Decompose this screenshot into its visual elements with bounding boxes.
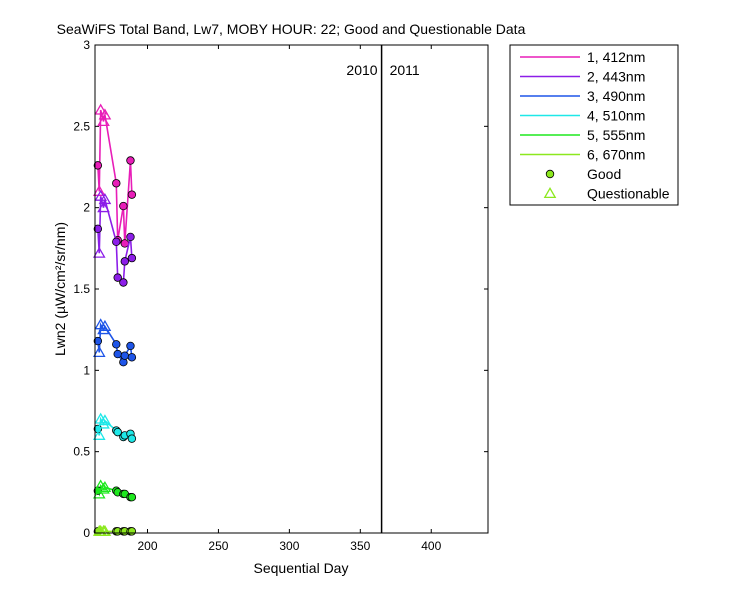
- y-tick-label: 1.5: [73, 282, 90, 296]
- legend-label: 6, 670nm: [587, 147, 645, 163]
- data-point-questionable: [97, 201, 110, 213]
- y-tick-label: 0.5: [73, 445, 90, 459]
- series-1: [92, 103, 137, 248]
- x-tick-label: 250: [208, 539, 228, 553]
- legend-label: Good: [587, 166, 621, 182]
- data-point-good: [119, 201, 128, 211]
- data-point-good: [126, 156, 135, 165]
- data-point-questionable: [94, 103, 107, 115]
- data-point-questionable: [98, 108, 112, 120]
- data-point-good: [93, 224, 103, 234]
- series-2: [92, 189, 137, 287]
- data-point-good: [112, 237, 121, 247]
- data-point-good: [120, 257, 129, 266]
- data-point-good: [120, 239, 129, 248]
- data-point-questionable: [98, 414, 112, 426]
- y-tick-label: 2: [83, 201, 90, 215]
- data-point-questionable: [92, 246, 106, 258]
- y-tick-label: 2.5: [73, 119, 90, 133]
- series-4: [92, 412, 137, 443]
- data-point-good: [112, 179, 121, 188]
- y-tick-label: 1: [83, 363, 90, 377]
- legend-questionable-marker: [543, 186, 557, 199]
- data-point-good: [93, 336, 103, 346]
- series-5: [92, 479, 137, 502]
- legend-good-marker: [545, 169, 555, 179]
- data-point-questionable: [92, 345, 106, 357]
- chart-title: SeaWiFS Total Band, Lw7, MOBY HOUR: 22; …: [57, 21, 526, 37]
- data-point-good: [119, 278, 128, 287]
- data-point-questionable: [98, 319, 112, 331]
- x-tick-label: 350: [350, 539, 370, 553]
- data-point-good: [112, 340, 121, 349]
- year-label-left: 2010: [346, 62, 377, 78]
- x-axis-label: Sequential Day: [254, 560, 349, 576]
- data-point-questionable: [98, 480, 112, 493]
- plot-frame: [94, 44, 489, 534]
- y-tick-label: 0: [83, 526, 90, 540]
- series-3: [92, 318, 137, 367]
- data-point-good: [113, 273, 122, 282]
- data-point-questionable: [94, 189, 107, 201]
- x-tick-label: 400: [421, 539, 441, 553]
- legend: 1, 412nm 2, 443nm 3, 490nm 4, 510nm 5, 555nm…: [509, 44, 679, 206]
- data-point-questionable: [98, 524, 112, 536]
- data-point-good: [127, 434, 137, 443]
- data-point-good: [127, 253, 137, 263]
- series-6: [92, 524, 137, 536]
- data-point-questionable: [98, 193, 112, 205]
- plot-area: [95, 45, 488, 533]
- data-point-questionable: [92, 184, 106, 196]
- data-point-questionable: [92, 428, 106, 440]
- data-point-good: [126, 232, 135, 242]
- data-point-good: [120, 351, 129, 360]
- legend-label: 2, 443nm: [587, 69, 645, 85]
- year-divider: 2010 2011: [346, 45, 420, 533]
- legend-label: 4, 510nm: [587, 108, 645, 124]
- data-point-good: [93, 161, 103, 170]
- data-point-good: [113, 427, 122, 437]
- data-point-good: [113, 349, 122, 359]
- data-point-questionable: [97, 114, 110, 127]
- y-tick-label: 3: [83, 38, 90, 52]
- y-axis-label: Lwn2 (µW/cm²/sr/nm): [52, 222, 68, 356]
- legend-label: 3, 490nm: [587, 88, 645, 104]
- data-point-good: [127, 493, 137, 502]
- data-point-good: [127, 527, 137, 536]
- year-label-right: 2011: [390, 62, 420, 78]
- data-point-good: [127, 353, 137, 362]
- data-point-good: [126, 341, 135, 351]
- data-point-good: [127, 190, 137, 199]
- legend-label: 1, 412nm: [587, 49, 645, 65]
- legend-label: 5, 555nm: [587, 127, 645, 143]
- x-tick-label: 200: [137, 539, 157, 553]
- legend-box: [509, 44, 679, 206]
- legend-label: Questionable: [587, 186, 670, 202]
- x-tick-label: 300: [279, 539, 299, 553]
